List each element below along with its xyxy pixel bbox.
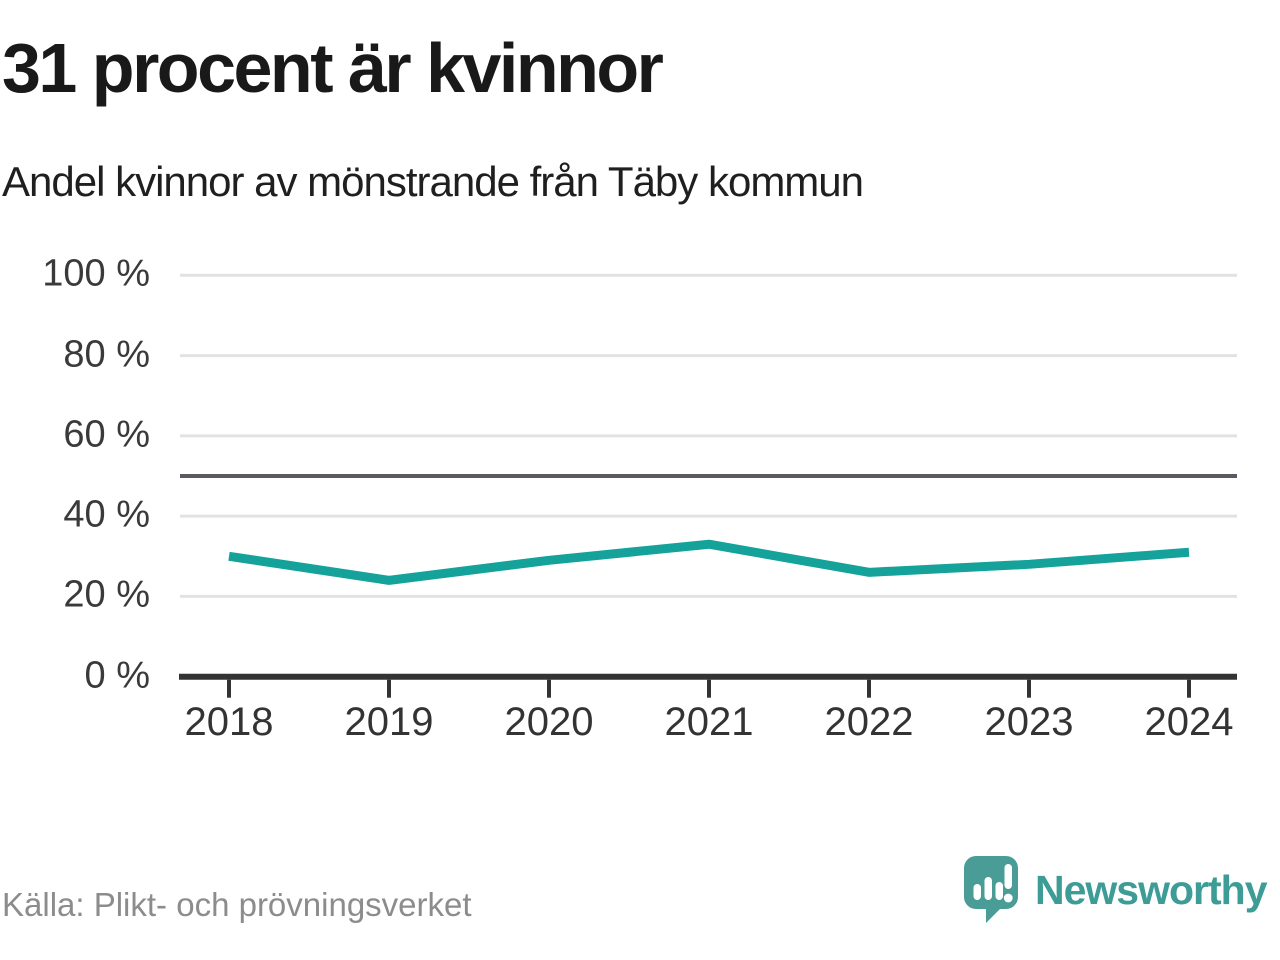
y-axis-label: 100 % bbox=[42, 252, 150, 295]
x-axis-label: 2018 bbox=[184, 700, 274, 744]
data-line bbox=[228, 539, 1190, 585]
x-axis-label: 2021 bbox=[664, 700, 754, 744]
source-text: Källa: Plikt- och prövningsverket bbox=[2, 886, 472, 923]
newsworthy-logo: Newsworthy bbox=[963, 855, 1267, 925]
x-axis-label: 2022 bbox=[824, 700, 914, 744]
page-subtitle: Andel kvinnor av mönstrande från Täby ko… bbox=[2, 158, 864, 205]
page-title: 31 procent är kvinnor bbox=[2, 29, 664, 107]
newsworthy-logo-icon bbox=[964, 856, 1018, 923]
x-axis-label: 2023 bbox=[984, 700, 1074, 744]
y-axis-label: 40 % bbox=[63, 493, 150, 536]
y-axis-label: 20 % bbox=[63, 574, 150, 617]
y-axis-label: 60 % bbox=[63, 413, 150, 456]
y-axis-label: 80 % bbox=[63, 333, 150, 376]
x-axis-label: 2024 bbox=[1144, 700, 1234, 744]
y-axis-label: 0 % bbox=[84, 654, 150, 697]
newsworthy-logo-text: Newsworthy bbox=[1035, 866, 1267, 913]
x-axis-label: 2020 bbox=[504, 700, 594, 744]
x-axis-label: 2019 bbox=[344, 700, 434, 744]
